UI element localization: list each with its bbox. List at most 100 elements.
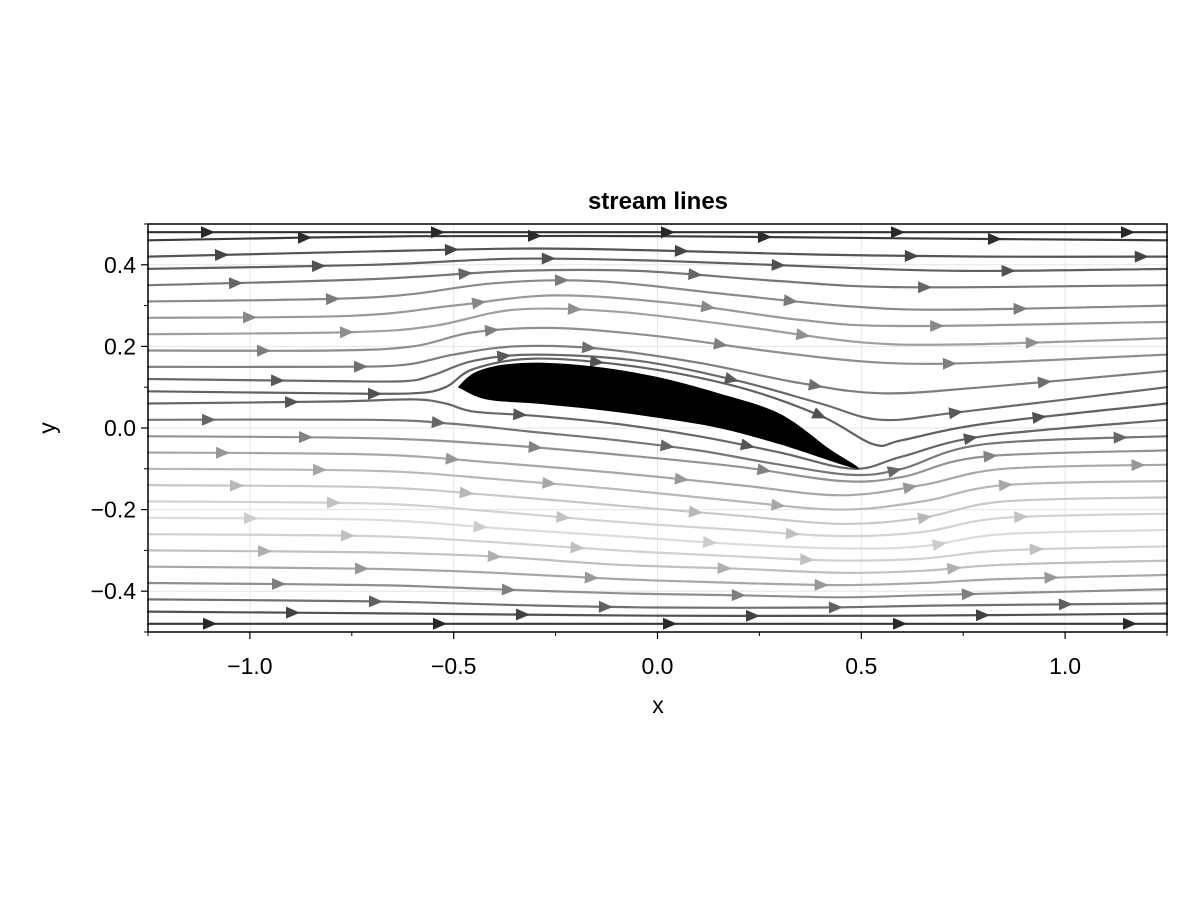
streamline-arrow (215, 446, 230, 459)
streamline-arrow (567, 302, 582, 315)
streamline (146, 598, 1169, 609)
streamline (146, 500, 1169, 538)
streamline-arrow (771, 258, 786, 271)
streamline (146, 257, 1169, 273)
streamline-arrow (770, 498, 786, 511)
streamline-arrow (368, 595, 383, 608)
streamline-arrow (458, 267, 473, 280)
streamline-arrow (589, 355, 605, 368)
y-tick-label: −0.4 (91, 578, 137, 604)
streamline-arrow (581, 341, 597, 354)
streamline-arrow (570, 541, 585, 554)
streamline-arrow (326, 496, 341, 509)
streamline-arrow (203, 617, 217, 630)
airfoil-obstacle (457, 362, 859, 469)
streamline (146, 581, 1169, 599)
x-axis-label: x (652, 692, 664, 718)
streamline (146, 610, 1169, 618)
streamline-arrow (228, 277, 243, 290)
streamline-arrow (1014, 511, 1029, 524)
streamline-arrow (1025, 336, 1040, 349)
streamline-arrow (541, 252, 556, 265)
streamline-arrow (757, 230, 772, 243)
x-tick-label: 0.5 (845, 653, 877, 679)
streamline-arrow (598, 600, 613, 613)
streamline-arrow (242, 311, 257, 324)
streamline-arrow (946, 562, 962, 575)
streamline-arrow (445, 452, 460, 465)
x-axis-ticks: −1.0 −0.5 0.0 0.5 1.0 (147, 632, 1168, 679)
plot-area (146, 224, 1169, 632)
streamline (146, 307, 1169, 346)
streamline-arrow (723, 372, 739, 384)
streamline-arrow (917, 512, 933, 525)
streamline-arrow (501, 583, 516, 596)
streamline-arrow (444, 243, 459, 256)
streamline-arrow (1121, 226, 1135, 239)
streamline-arrow (270, 374, 285, 387)
streamline-arrow (702, 536, 718, 549)
streamline-arrow (998, 479, 1013, 492)
streamline-arrow (807, 378, 823, 391)
streamline (146, 533, 1169, 562)
streamline-arrow (659, 439, 675, 452)
streamline-arrow (717, 562, 732, 575)
streamline (146, 418, 1169, 477)
streamline-arrow (471, 297, 487, 310)
streamline (146, 549, 1169, 574)
streamline-arrow (584, 571, 599, 584)
streamline-arrow (554, 274, 569, 287)
streamline-arrow (975, 609, 990, 622)
streamline-arrow (983, 450, 998, 463)
streamline (146, 344, 1169, 395)
y-tick-label: 0.0 (104, 415, 136, 441)
streamline-arrow (961, 588, 976, 601)
streamline-arrow (484, 324, 499, 337)
streamline (146, 467, 1169, 511)
streamline-arrow (731, 589, 746, 602)
streamline (146, 279, 1169, 311)
streamline-arrow (902, 482, 918, 495)
streamline-arrow (556, 510, 571, 523)
streamline-arrow (886, 466, 902, 478)
streamline-arrow (785, 527, 800, 540)
streamline-arrow (942, 357, 957, 370)
streamline-arrow (688, 268, 703, 281)
streamline-arrow (700, 300, 716, 313)
streamline (146, 353, 1169, 422)
y-tick-label: 0.2 (104, 333, 136, 359)
streamline-arrow (496, 350, 512, 363)
streamline-arrow (297, 231, 312, 244)
streamline-arrow (828, 601, 843, 614)
streamline-arrow (214, 249, 229, 262)
streamline-arrow (431, 226, 445, 239)
streamline-arrow (904, 249, 919, 262)
streamline-arrow (931, 539, 947, 552)
streamline-arrow (891, 226, 905, 239)
streamline-arrow (1031, 411, 1047, 424)
streamline-arrow (963, 433, 978, 446)
streamline (146, 484, 1169, 526)
streamline-arrow (487, 550, 502, 563)
streamline-arrow (1037, 376, 1052, 389)
chart-title: stream lines (588, 188, 728, 215)
streamline-arrow (353, 360, 368, 373)
streamline-arrow (1131, 459, 1146, 472)
streamline-arrow (930, 319, 945, 332)
streamline-arrow (814, 578, 829, 591)
streamline-arrow (431, 416, 446, 429)
streamline-arrow (674, 244, 689, 257)
streamline (146, 398, 1169, 470)
streamline-arrow (893, 617, 907, 630)
streamline-arrow (285, 606, 300, 619)
streamline (146, 565, 1169, 587)
y-axis-ticks: −0.4 −0.2 0.0 0.2 0.4 (91, 223, 148, 633)
streamline (146, 268, 1169, 289)
streamline-arrow (1058, 598, 1073, 611)
x-tick-label: −1.0 (227, 653, 272, 679)
streamline-arrow (311, 260, 326, 273)
y-tick-label: 0.4 (104, 252, 136, 278)
streamline-arrow (688, 505, 703, 518)
streamline-arrow (340, 529, 355, 542)
